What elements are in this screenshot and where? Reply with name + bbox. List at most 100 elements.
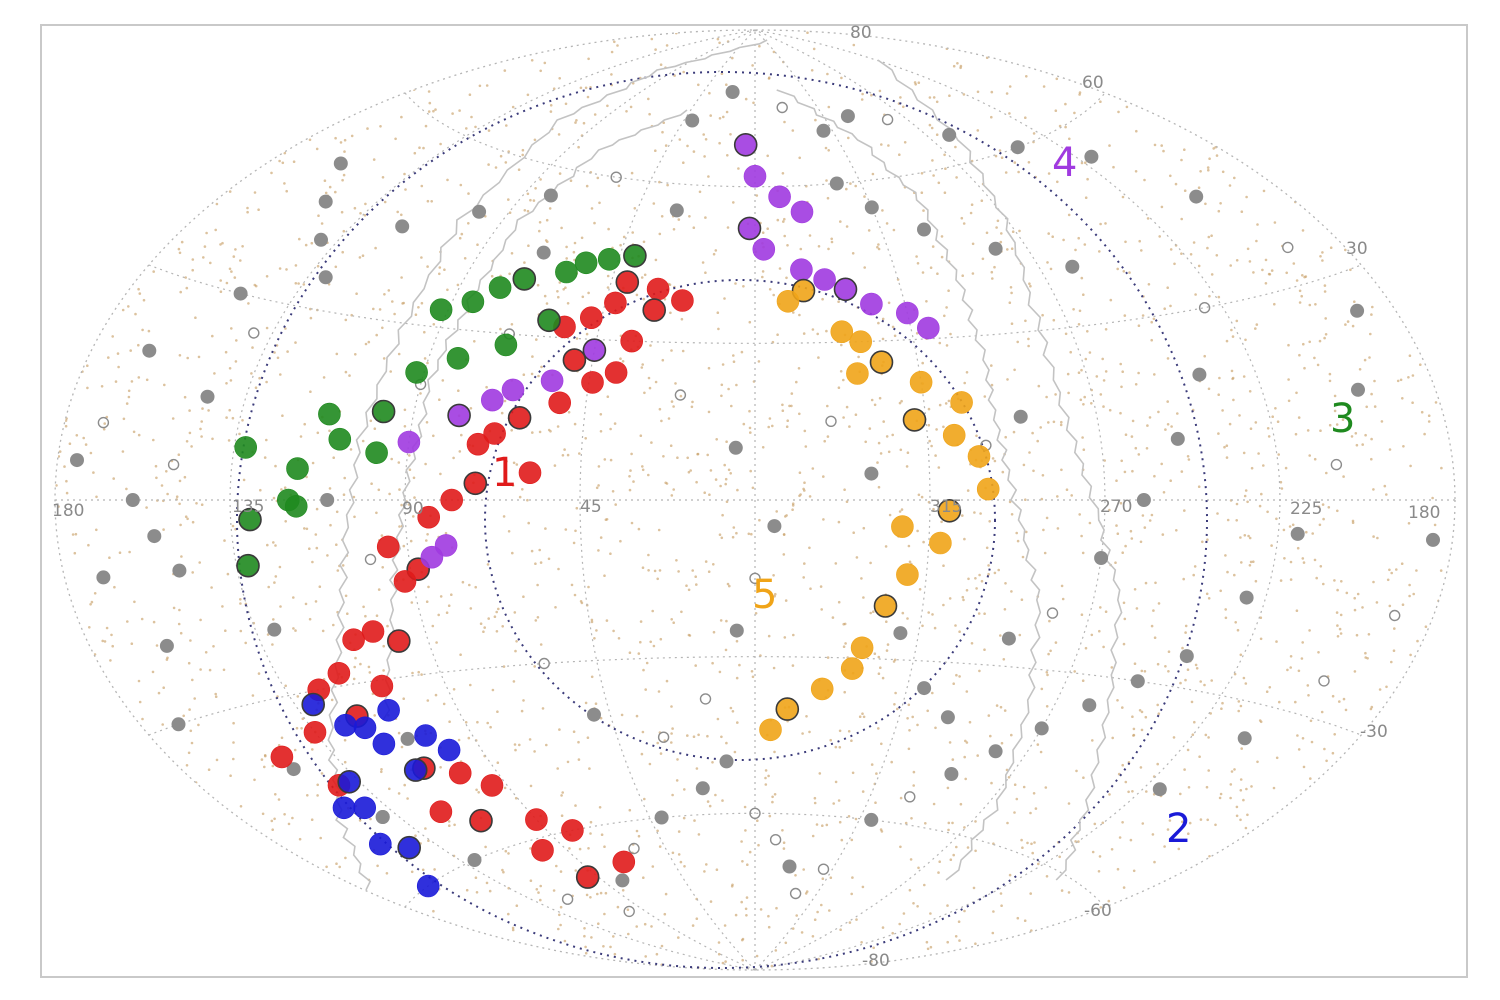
background-point [967,577,970,581]
background-point [1244,682,1248,685]
background-point [1172,736,1176,739]
gray-point [70,453,84,468]
background-point [978,669,981,673]
background-point [640,276,644,279]
background-point [864,440,867,444]
background-point [508,211,512,214]
group-1-point [575,865,600,889]
background-point [1056,180,1059,184]
background-point [766,227,769,230]
background-point [849,182,852,185]
background-point [512,461,516,465]
background-point [375,511,378,515]
background-point [1336,588,1339,592]
background-point [1333,394,1337,398]
background-point [278,159,281,163]
background-point [1069,350,1072,354]
background-point [705,863,708,866]
background-point [655,952,659,956]
background-point [731,710,735,713]
background-point [785,514,788,517]
background-point [82,436,85,440]
background-point [654,48,657,51]
background-point [947,828,950,832]
background-point [877,655,881,659]
background-point [105,626,109,630]
background-point [1309,719,1313,723]
background-point [788,404,791,408]
background-point [1266,510,1269,514]
background-point [1047,421,1050,424]
background-point [1047,652,1050,656]
background-point [408,468,412,472]
background-point [73,551,77,555]
group-5-point [840,657,864,680]
background-point [1147,283,1151,286]
background-point [768,76,771,79]
gray-point [669,203,684,218]
background-point [1370,313,1373,316]
background-point [782,533,786,536]
background-point [1179,792,1182,796]
background-point [653,569,657,573]
background-point [172,606,176,610]
background-point [367,665,371,669]
background-point [279,605,282,608]
background-point [434,108,437,111]
background-point [887,450,891,454]
background-point [1268,686,1272,689]
background-point [983,612,986,615]
background-point [503,399,507,403]
background-point [1302,561,1306,564]
background-point [364,342,368,346]
background-point [1259,720,1263,724]
background-point [962,598,965,602]
background-point [1139,540,1143,544]
background-point [111,335,114,338]
background-point [931,691,934,695]
background-point [382,644,386,648]
background-point [1077,323,1081,326]
background-point [630,452,633,456]
background-point [1088,351,1092,354]
group-3-point [461,290,485,314]
background-point [1024,116,1027,119]
background-point [1078,93,1081,96]
background-point [901,611,905,615]
background-point [790,392,794,395]
background-point [340,210,344,214]
background-point [355,292,358,296]
background-point [826,72,829,76]
group-4-point [895,301,919,325]
background-point [1416,639,1419,643]
background-point [342,493,346,497]
background-point [215,758,219,762]
background-point [254,386,258,390]
background-point [263,765,266,769]
background-point [1305,530,1308,534]
background-point [881,317,885,321]
background-point [1336,635,1340,638]
background-point [1037,384,1041,388]
background-point [965,741,969,744]
background-point [1118,836,1122,839]
background-point [642,297,646,301]
background-point [283,151,287,155]
background-point [215,202,219,206]
background-point [95,528,98,532]
gray-point [233,286,248,301]
background-point [273,581,276,584]
background-point [771,800,774,804]
background-point [1335,423,1339,426]
background-point [784,599,788,602]
background-point [764,783,768,786]
background-point [476,720,479,724]
background-point [641,363,644,366]
background-point [1229,796,1232,800]
background-point [186,356,189,360]
background-point [379,125,382,128]
background-point [724,960,727,963]
background-point [1091,739,1094,742]
background-point [902,105,905,109]
background-point [286,350,289,353]
